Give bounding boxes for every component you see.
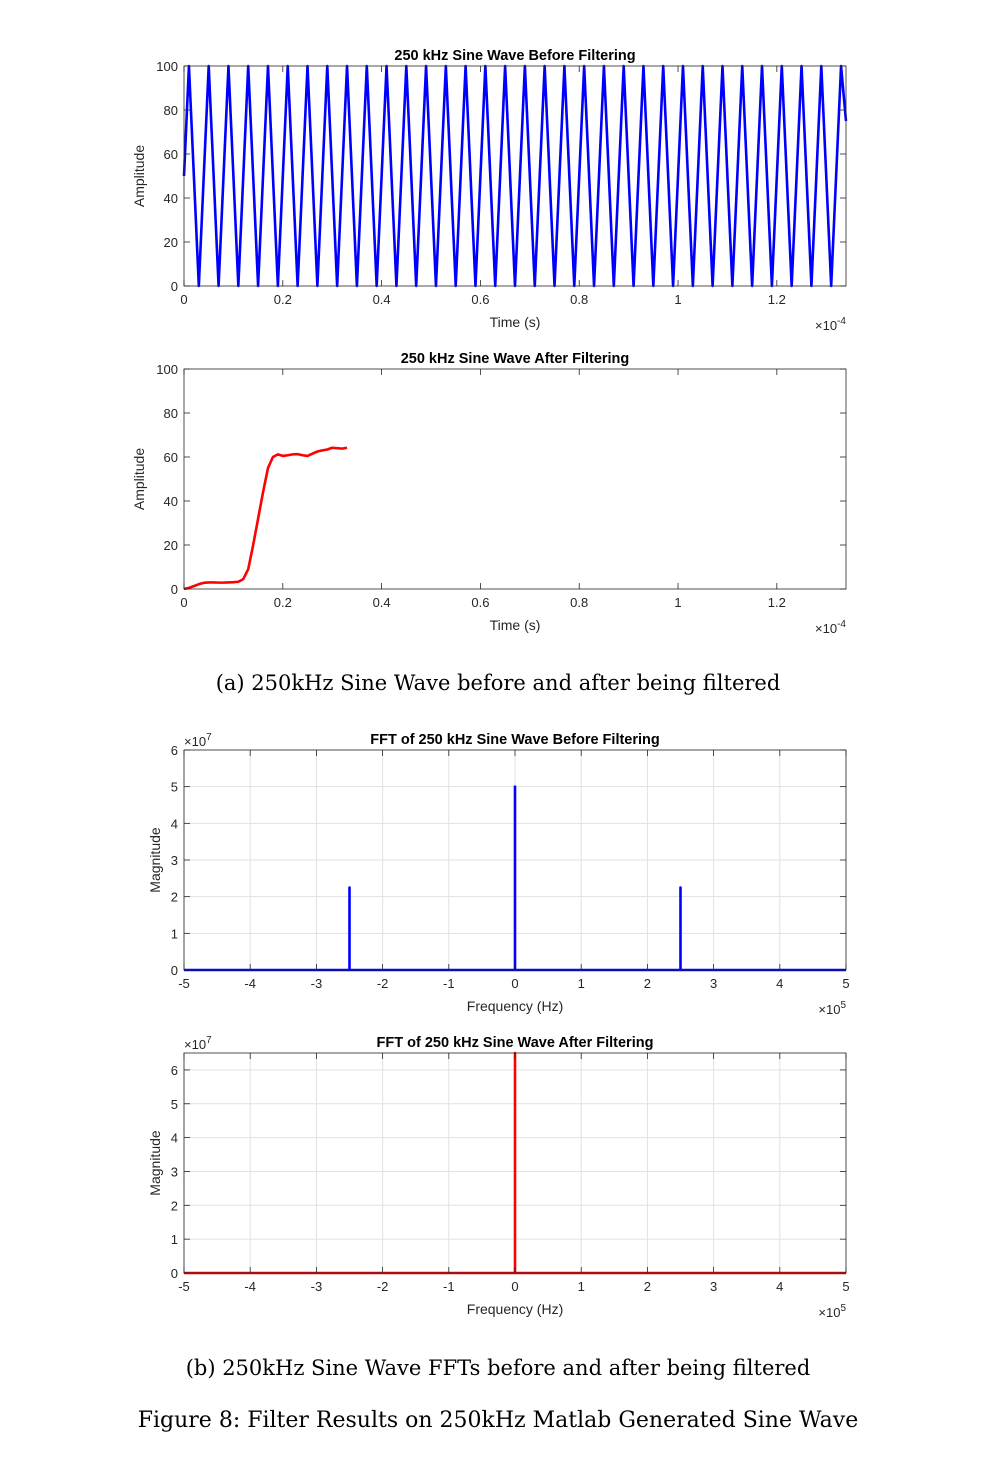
y-axis-label: Magnitude	[147, 1130, 163, 1196]
x-tick-label: 4	[776, 1279, 783, 1294]
y-tick-label: 1	[171, 1232, 178, 1247]
figure-caption: Figure 8: Filter Results on 250kHz Matla…	[137, 1408, 859, 1433]
y-tick-label: 20	[164, 538, 178, 553]
x-tick-label: -2	[377, 1279, 389, 1294]
y-tick-label: 100	[156, 362, 178, 377]
x-exponent-label: ×10-4	[815, 316, 846, 333]
y-tick-label: 4	[171, 816, 178, 831]
y-tick-label: 3	[171, 1164, 178, 1179]
y-tick-label: 5	[171, 1097, 178, 1112]
x-tick-label: 0.2	[274, 292, 292, 307]
x-tick-label: 1	[578, 1279, 585, 1294]
y-axis-label: Amplitude	[131, 448, 147, 510]
x-tick-label: 0	[180, 292, 187, 307]
x-tick-label: 0.6	[471, 595, 489, 610]
y-tick-label: 60	[164, 147, 178, 162]
y-tick-label: 40	[164, 494, 178, 509]
x-tick-label: 4	[776, 976, 783, 991]
y-tick-label: 60	[164, 450, 178, 465]
x-tick-label: 0.6	[471, 292, 489, 307]
y-axis-label: Magnitude	[147, 827, 163, 893]
x-tick-label: 1.2	[768, 595, 786, 610]
x-tick-label: -5	[178, 976, 190, 991]
chart-title: FFT of 250 kHz Sine Wave After Filtering	[377, 1035, 654, 1051]
x-tick-label: -3	[311, 976, 323, 991]
x-tick-label: -4	[244, 976, 256, 991]
x-axis-label: Frequency (Hz)	[467, 1301, 563, 1317]
x-tick-label: 1	[674, 292, 681, 307]
subcaption-a: (a) 250kHz Sine Wave before and after be…	[215, 671, 781, 695]
x-tick-label: 3	[710, 976, 717, 991]
x-tick-label: 0.8	[570, 292, 588, 307]
y-tick-label: 0	[171, 279, 178, 294]
y-exponent-label: ×107	[184, 1035, 212, 1052]
x-axis-label: Time (s)	[490, 617, 541, 633]
x-tick-label: -4	[244, 1279, 256, 1294]
y-tick-label: 3	[171, 853, 178, 868]
y-tick-label: 2	[171, 1198, 178, 1213]
y-exponent-label: ×107	[184, 732, 212, 749]
x-axis-label: Time (s)	[490, 314, 541, 330]
subcaption-b: (b) 250kHz Sine Wave FFTs before and aft…	[185, 1356, 811, 1380]
x-tick-label: 5	[842, 1279, 849, 1294]
x-tick-label: 0.2	[274, 595, 292, 610]
x-tick-label: -2	[377, 976, 389, 991]
y-tick-label: 40	[164, 191, 178, 206]
fft-chart-before: -5 -4 -3 -2 -1 0 1 2 3 4 5 0 1 2 3 4 5 6 FFT of 250 kHz Si…	[147, 732, 850, 1017]
x-tick-label: -5	[178, 1279, 190, 1294]
y-tick-label: 5	[171, 780, 178, 795]
time-chart-after: 0 0.2 0.4 0.6 0.8 1 1.2 0 20 40 60 80 100 250 kHz Sin…	[131, 351, 847, 636]
x-tick-label: -1	[443, 976, 455, 991]
x-tick-label: 0.8	[570, 595, 588, 610]
x-tick-label: 2	[644, 976, 651, 991]
x-tick-label: 1	[674, 595, 681, 610]
y-tick-label: 6	[171, 1063, 178, 1078]
x-tick-label: 0	[511, 1279, 518, 1294]
y-tick-label: 100	[156, 59, 178, 74]
y-tick-label: 0	[171, 582, 178, 597]
x-tick-label: 1	[578, 976, 585, 991]
y-tick-label: 6	[171, 743, 178, 758]
chart-title: FFT of 250 kHz Sine Wave Before Filterin…	[370, 732, 660, 748]
x-exponent-label: ×105	[818, 1000, 846, 1017]
x-tick-label: 5	[842, 976, 849, 991]
y-tick-label: 20	[164, 235, 178, 250]
chart-title: 250 kHz Sine Wave After Filtering	[401, 351, 630, 367]
series-line	[183, 446, 348, 591]
y-tick-label: 80	[164, 103, 178, 118]
x-exponent-label: ×105	[818, 1303, 846, 1320]
y-tick-label: 0	[171, 1266, 178, 1281]
time-chart-before: 0 0.2 0.4 0.6 0.8 1 1.2 0 20 40 60 80 100 250 kHz Sin…	[131, 48, 848, 333]
axes-box	[183, 368, 847, 590]
series-line	[182, 64, 848, 288]
x-tick-label: 1.2	[768, 292, 786, 307]
x-tick-label: 2	[644, 1279, 651, 1294]
x-tick-label: 0.4	[373, 292, 391, 307]
y-tick-label: 80	[164, 406, 178, 421]
y-tick-label: 1	[171, 926, 178, 941]
x-tick-label: 0.4	[373, 595, 391, 610]
x-tick-label: 0	[180, 595, 187, 610]
y-axis-label: Amplitude	[131, 145, 147, 207]
x-tick-label: 0	[511, 976, 518, 991]
x-tick-label: -1	[443, 1279, 455, 1294]
x-exponent-label: ×10-4	[815, 619, 846, 636]
chart-title: 250 kHz Sine Wave Before Filtering	[394, 48, 635, 64]
y-tick-label: 4	[171, 1131, 178, 1146]
axes-box	[183, 65, 847, 287]
series-line	[184, 1051, 846, 1275]
y-tick-label: 2	[171, 890, 178, 905]
x-axis-label: Frequency (Hz)	[467, 998, 563, 1014]
fft-chart-after: -5 -4 -3 -2 -1 0 1 2 3 4 5 0 1 2 3 4 5 6 FFT of 250 kHz Si…	[147, 1035, 850, 1320]
x-tick-label: -3	[311, 1279, 323, 1294]
x-tick-label: 3	[710, 1279, 717, 1294]
y-tick-label: 0	[171, 963, 178, 978]
series-line	[184, 785, 846, 972]
